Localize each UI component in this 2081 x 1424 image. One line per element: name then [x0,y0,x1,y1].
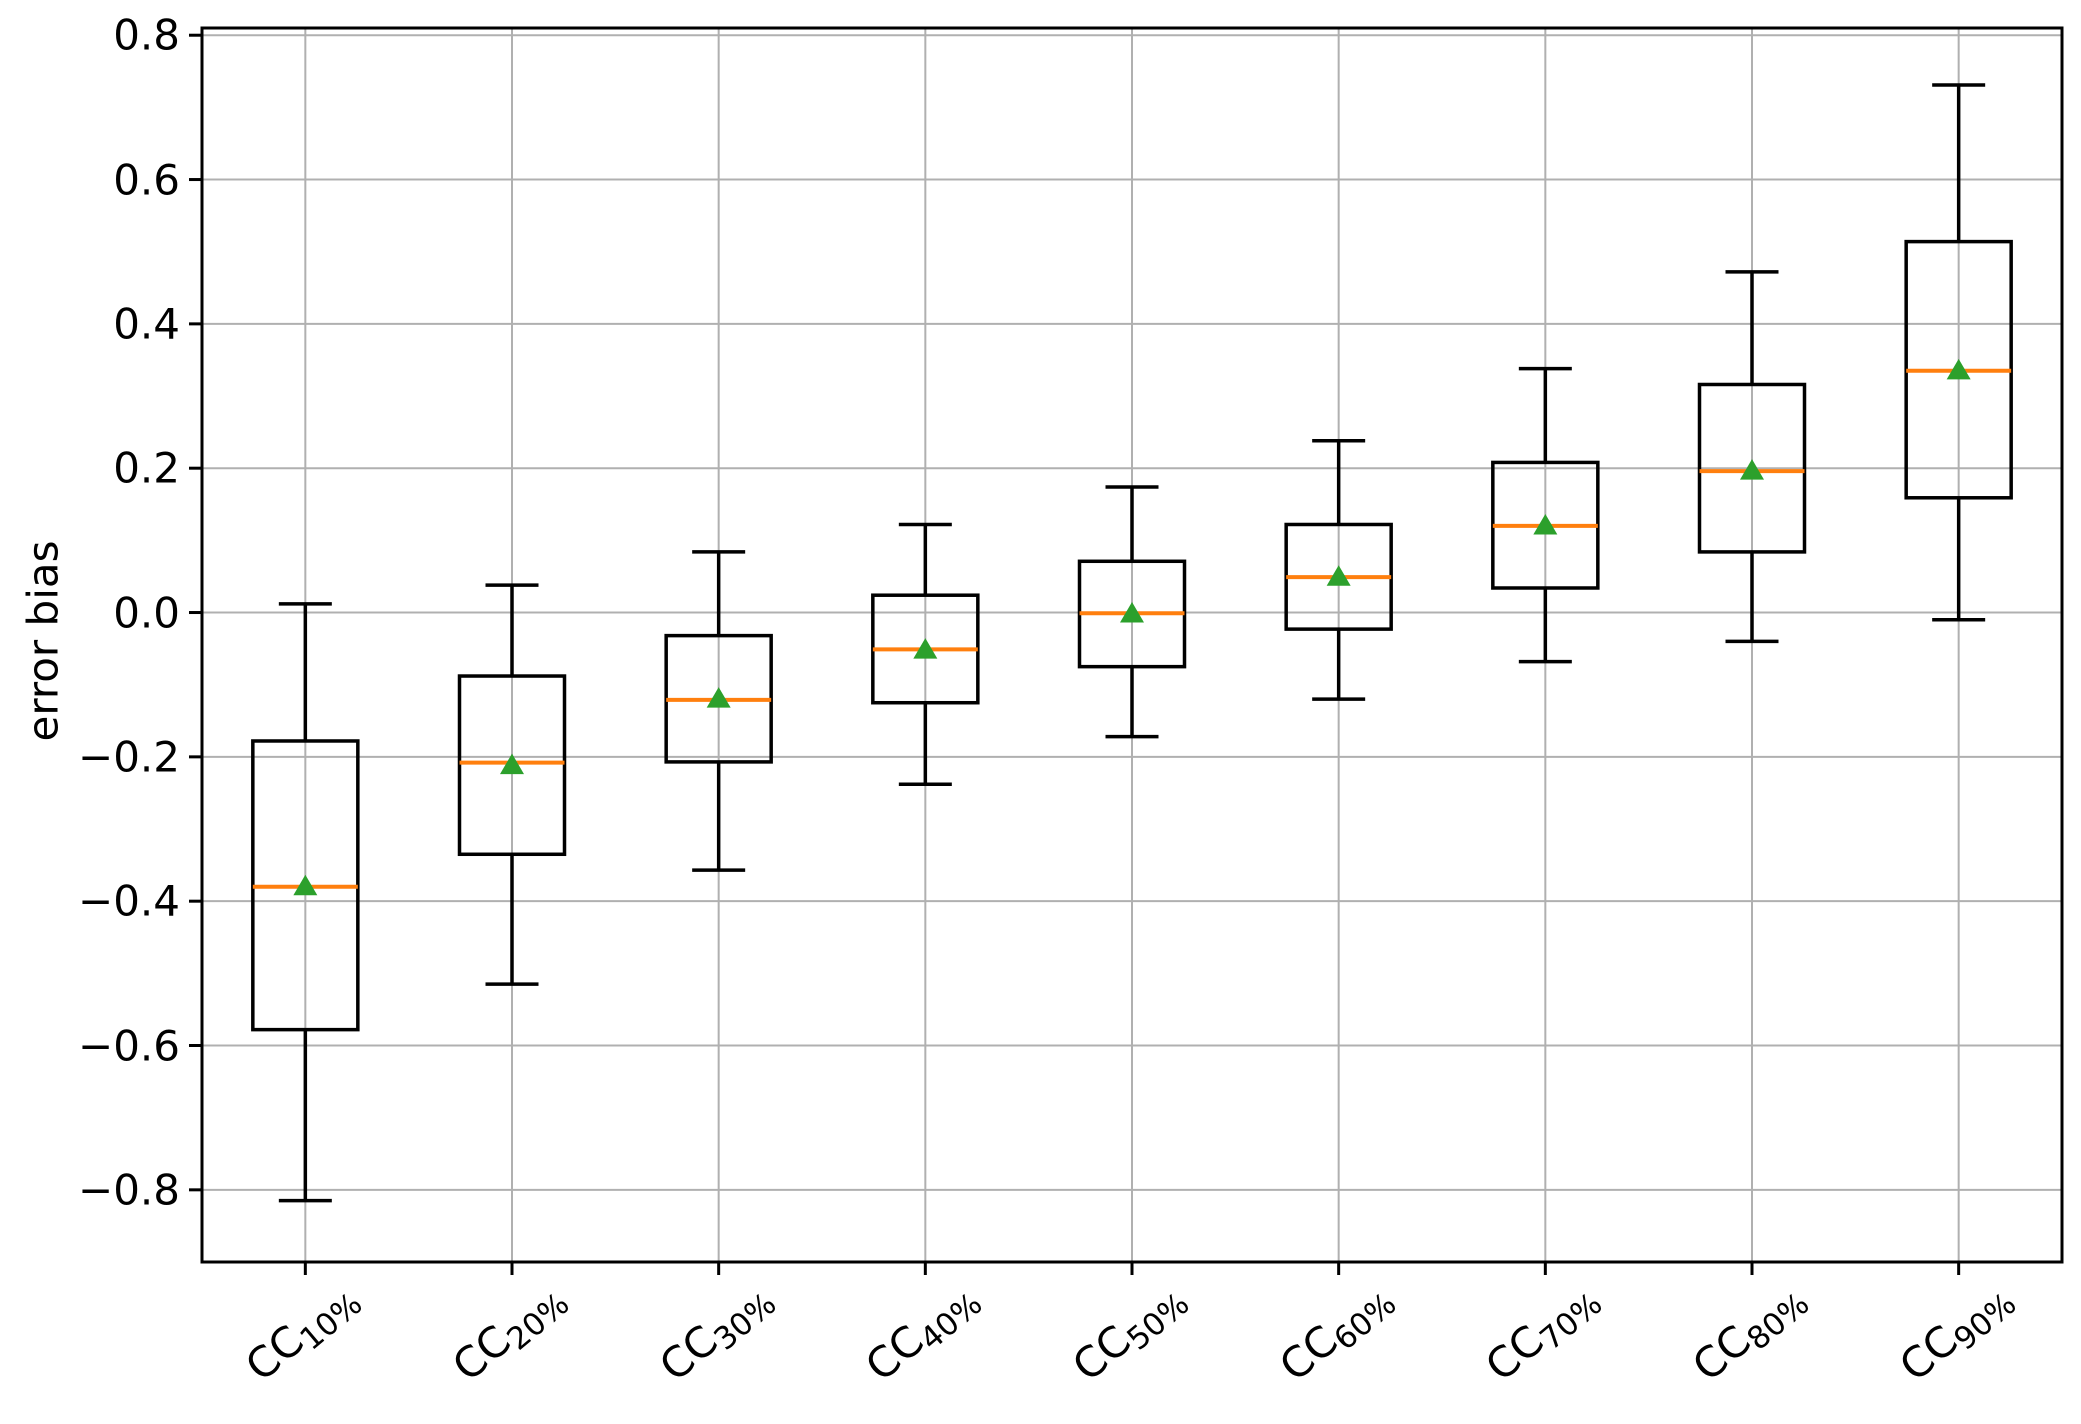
mean-marker [1120,602,1144,623]
box-iqr [457,674,567,857]
mean-marker [1740,459,1764,480]
mean-marker [1326,565,1351,586]
mean-marker [706,687,731,708]
mean-marker [1946,358,1971,380]
y-tick-label: −0.2 [78,732,180,782]
y-tick-label: 0.2 [113,443,180,493]
y-tick-label: 0.4 [113,299,180,349]
y-tick-label: 0.6 [113,155,180,205]
y-tick-label: 0.0 [113,588,180,638]
box-iqr [1697,382,1807,554]
mean-marker [1533,513,1558,535]
mean-marker [500,753,524,775]
y-tick-label: 0.8 [113,10,180,60]
y-tick-label: −0.6 [78,1021,180,1070]
y-tick-label: −0.4 [78,876,180,926]
mean-marker [913,638,938,659]
y-tick-label: −0.8 [78,1165,180,1215]
mean-marker [293,874,318,896]
y-axis-label: error bias [18,540,68,742]
